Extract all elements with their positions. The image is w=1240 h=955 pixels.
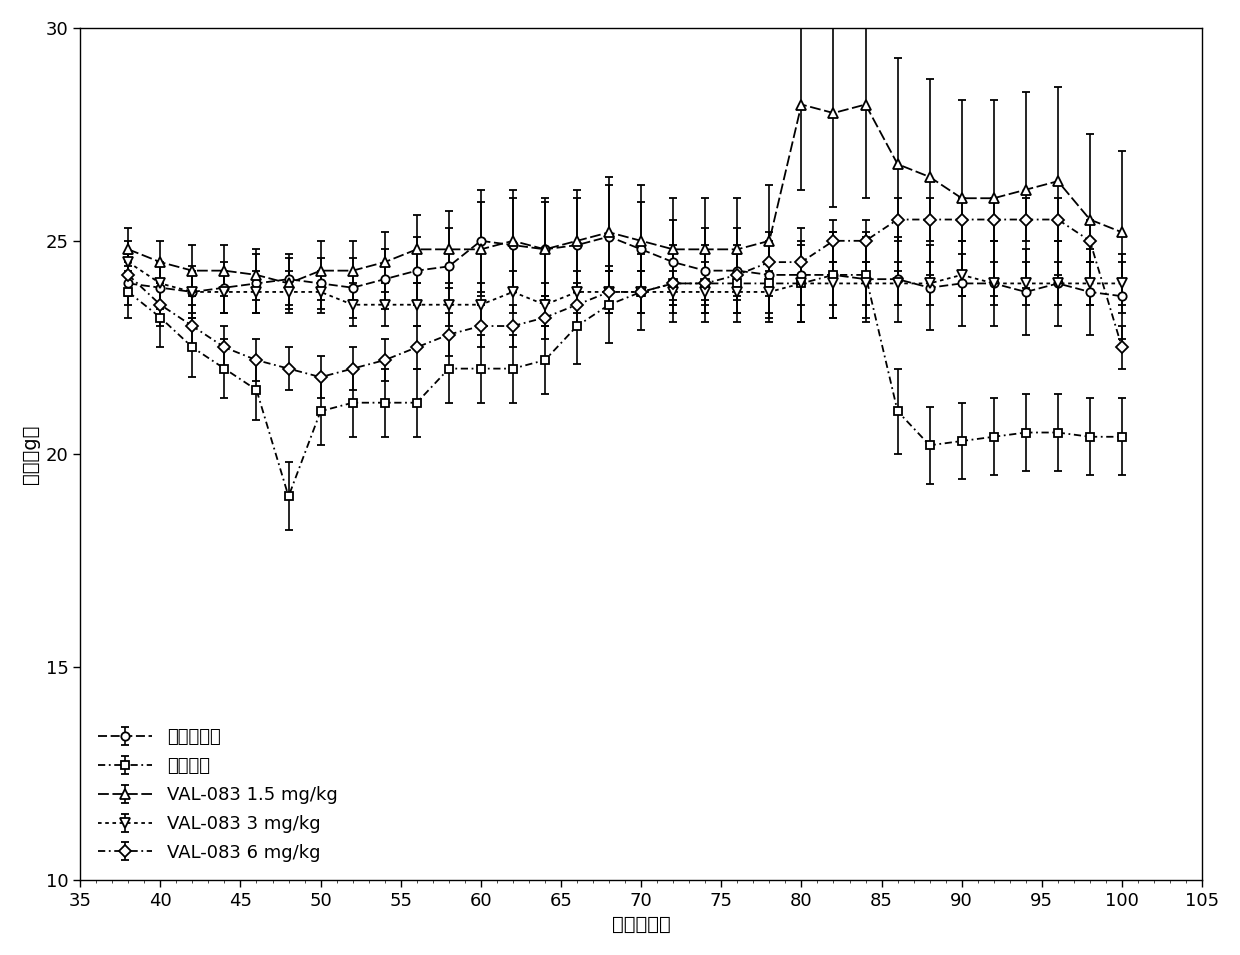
Legend: 未处理对照, 顺铂对照, VAL-083 1.5 mg/kg, VAL-083 3 mg/kg, VAL-083 6 mg/kg: 未处理对照, 顺铂对照, VAL-083 1.5 mg/kg, VAL-083 … <box>89 719 347 871</box>
X-axis label: 接种后天数: 接种后天数 <box>611 915 671 934</box>
Y-axis label: 体重（g）: 体重（g） <box>21 424 40 483</box>
